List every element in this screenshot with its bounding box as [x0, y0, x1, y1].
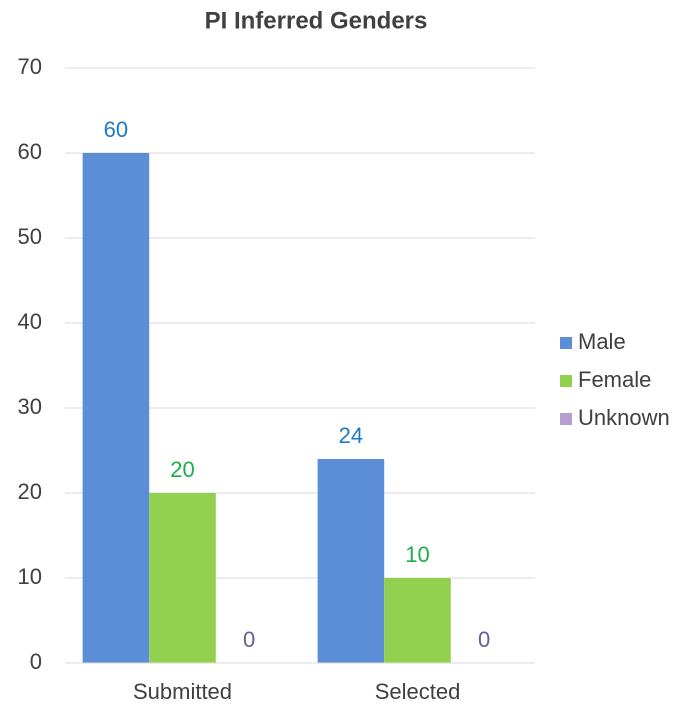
bar [317, 459, 385, 663]
data-label: 20 [170, 457, 194, 482]
y-tick-label: 30 [18, 394, 42, 419]
y-tick-label: 50 [18, 224, 42, 249]
legend-label: Female [578, 367, 651, 392]
bar [384, 578, 451, 663]
legend-swatch [560, 337, 572, 349]
x-tick-label: Selected [375, 679, 461, 704]
legend-swatch [560, 413, 572, 425]
data-label: 0 [478, 627, 490, 652]
y-tick-label: 20 [18, 479, 42, 504]
data-label: 24 [339, 423, 363, 448]
y-tick-label: 70 [18, 54, 42, 79]
legend-label: Unknown [578, 405, 670, 430]
bar [82, 153, 150, 663]
x-tick-label: Submitted [133, 679, 232, 704]
y-tick-label: 10 [18, 564, 42, 589]
legend-swatch [560, 375, 572, 387]
data-label: 10 [405, 542, 429, 567]
y-tick-label: 60 [18, 139, 42, 164]
chart-title: PI Inferred Genders [205, 7, 428, 34]
data-label: 0 [243, 627, 255, 652]
y-tick-label: 40 [18, 309, 42, 334]
legend-label: Male [578, 329, 626, 354]
data-label: 60 [104, 117, 128, 142]
y-tick-label: 0 [30, 649, 42, 674]
bar [149, 493, 216, 663]
